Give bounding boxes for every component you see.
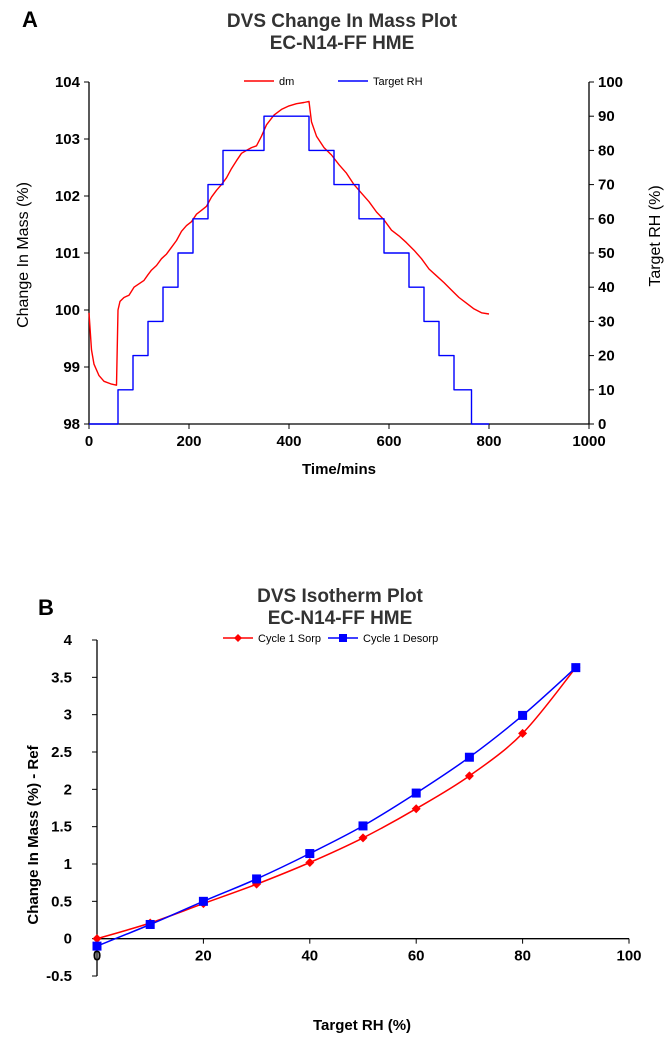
chart-a-y2-tick-label: 40	[598, 279, 615, 296]
chart-a-y-tick-label: 101	[55, 245, 80, 262]
chart-b-legend-label: Cycle 1 Sorp	[258, 633, 321, 645]
chart-a-y2-tick-label: 30	[598, 313, 615, 330]
chart-b-point-sorp	[518, 728, 528, 738]
chart-b-plot: 0 20 40 60 80 100 -0.5 0 0.5 1 1.5 2 2.5 3 3.5 4 Cycle 1…	[46, 632, 641, 985]
chart-a-series-line-dm	[88, 100, 490, 386]
chart-b-x-tick-label: 20	[195, 948, 212, 965]
chart-b-y-axis-label: Change In Mass (%) - Ref	[25, 744, 42, 924]
panel-a-letter: A	[22, 7, 38, 32]
chart-b-point-sorp	[411, 804, 421, 814]
chart-b-point-desorp	[198, 896, 208, 906]
chart-b-legend-marker	[339, 634, 347, 642]
chart-b-y-tick-label: -0.5	[46, 968, 72, 985]
chart-a-title: DVS Change In Mass Plot	[227, 11, 458, 32]
chart-b-legend-label: Cycle 1 Desorp	[363, 633, 438, 645]
chart-b-y-tick-label: 3.5	[51, 669, 72, 686]
chart-a-y2-tick-label: 50	[598, 245, 615, 262]
chart-b-x-axis-label: Target RH (%)	[313, 1017, 411, 1034]
chart-b-y-tick-label: 2.5	[51, 744, 72, 761]
chart-b-point-sorp	[305, 858, 315, 868]
chart-b-point-desorp	[305, 849, 315, 859]
chart-b-x-tick-label: 80	[514, 948, 531, 965]
chart-a-x-tick-label: 400	[276, 433, 301, 450]
chart-a-y-tick-label: 100	[55, 302, 80, 319]
chart-a-subtitle: EC-N14-FF HME	[270, 33, 415, 54]
chart-b-point-desorp	[92, 941, 102, 951]
chart-a-y2-tick-label: 90	[598, 108, 615, 125]
chart-b-title: DVS Isotherm Plot	[257, 586, 423, 607]
chart-a-y-tick-label: 103	[55, 131, 80, 148]
chart-b-y-tick-label: 0.5	[51, 893, 72, 910]
chart-a-plot: 0 200 400 600 800 1000 98 99 100 101 102 103 104 0 10 2…	[55, 74, 623, 450]
chart-a-y-tick-label: 98	[63, 416, 80, 433]
panel-b-letter: B	[38, 595, 54, 620]
chart-b-subtitle: EC-N14-FF HME	[268, 608, 413, 629]
chart-a-y-tick-label: 102	[55, 188, 80, 205]
chart-b-point-desorp	[464, 752, 474, 762]
chart-a-y2-axis-label: Target RH (%)	[647, 185, 664, 286]
chart-b-point-sorp	[358, 833, 368, 843]
chart-a-legend-label: Target RH	[373, 76, 423, 88]
chart-a-x-tick-label: 0	[85, 433, 93, 450]
chart-b-point-sorp	[92, 934, 102, 944]
chart-a-x-axis-label: Time/mins	[302, 461, 376, 478]
chart-b-series-line-sorp	[96, 667, 577, 940]
chart-b-x-tick-label: 60	[408, 948, 425, 965]
chart-a-y2-tick-label: 70	[598, 177, 615, 194]
chart-a-y2-tick-label: 10	[598, 382, 615, 399]
chart-b-y-tick-label: 3	[64, 707, 72, 724]
chart-b-point-desorp	[571, 663, 581, 673]
chart-b-y-tick-label: 2	[64, 781, 72, 798]
chart-b-legend-marker	[234, 634, 242, 642]
chart-a-x-tick-label: 1000	[572, 433, 605, 450]
chart-b-point-desorp	[252, 874, 262, 884]
chart-a-x-tick-label: 200	[176, 433, 201, 450]
chart-a-y2-tick-label: 20	[598, 348, 615, 365]
chart-b-y-tick-label: 1.5	[51, 819, 72, 836]
chart-a-series-line-target-rh	[89, 115, 489, 425]
chart-a-legend-label: dm	[279, 76, 294, 88]
chart-b-point-desorp	[145, 919, 155, 929]
chart-b-y-tick-label: 4	[64, 632, 73, 649]
chart-a-y-tick-label: 99	[63, 359, 80, 376]
chart-b-x-tick-label: 100	[616, 948, 641, 965]
chart-a-y2-tick-label: 100	[598, 74, 623, 91]
chart-a-y-tick-label: 104	[55, 74, 81, 91]
chart-b-point-desorp	[518, 710, 528, 720]
chart-b-y-tick-label: 1	[64, 856, 72, 873]
chart-b-point-desorp	[358, 821, 368, 831]
chart-a-y2-tick-label: 0	[598, 416, 606, 433]
chart-b-series-line-desorp	[96, 667, 577, 947]
chart-b-y-tick-label: 0	[64, 931, 72, 948]
chart-b-point-sorp	[464, 771, 474, 781]
chart-a-y2-tick-label: 80	[598, 142, 615, 159]
chart-b-x-tick-label: 40	[301, 948, 318, 965]
chart-a-x-tick-label: 600	[376, 433, 401, 450]
chart-a-y2-tick-label: 60	[598, 211, 615, 228]
chart-a-x-tick-label: 800	[476, 433, 501, 450]
chart-a-y-axis-label: Change In Mass (%)	[15, 182, 32, 328]
chart-b-x-tick-label: 0	[93, 948, 101, 965]
chart-b-point-desorp	[411, 788, 421, 798]
